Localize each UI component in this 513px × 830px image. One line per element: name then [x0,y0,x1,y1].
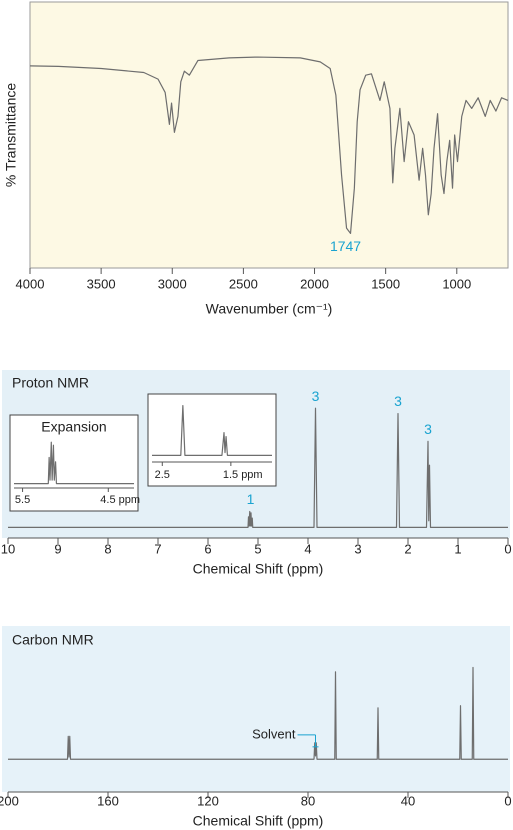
inset-box [9,414,139,512]
x-tick-label: 5.5 [15,494,30,506]
x-tick-label: 5 [254,541,261,556]
spectrum-line [14,441,134,485]
x-axis-label: Chemical Shift (ppm) [193,561,324,577]
x-axis-label: Chemical Shift (ppm) [193,813,324,829]
panel-title: Proton NMR [12,375,89,391]
x-tick-label: 4.5 ppm [100,494,140,506]
x-axis-label: Wavenumber (cm⁻¹) [206,301,333,317]
x-tick-label: 10 [1,541,15,556]
panel-title: Expansion [41,419,106,435]
x-tick-label: 4 [304,541,311,556]
x-tick-label: 120 [197,793,219,808]
x-tick-label: 2000 [300,276,329,291]
spectrum-line [152,404,272,456]
x-tick-label: 1 [454,541,461,556]
spectrum-line [29,56,509,235]
x-tick-label: 80 [301,793,315,808]
integration-label: 3 [424,421,432,437]
x-tick-label: 0 [504,793,511,808]
ir-panel [29,1,509,269]
x-tick-label: 1000 [442,276,471,291]
panel-title: Carbon NMR [12,632,94,648]
x-tick-label: 160 [97,793,119,808]
x-tick-label: 8 [104,541,111,556]
x-tick-label: 7 [154,541,161,556]
spectrum-line [8,407,508,529]
solvent-label: Solvent [252,726,296,741]
x-tick-label: 3500 [87,276,116,291]
integration-label: 3 [312,388,320,404]
x-tick-label: 2 [404,541,411,556]
x-tick-label: 1.5 ppm [223,469,263,481]
x-tick-label: 200 [0,793,19,808]
x-tick-label: 2.5 [155,469,170,481]
x-tick-label: 40 [401,793,415,808]
inset-box [147,393,277,487]
x-tick-label: 9 [54,541,61,556]
x-tick-label: 0 [504,541,511,556]
spectrum-line [8,666,508,760]
peak-label: 1747 [330,238,361,254]
x-tick-label: 4000 [16,276,45,291]
x-tick-label: 1500 [371,276,400,291]
x-tick-label: 3000 [158,276,187,291]
integration-label: 1 [247,491,255,507]
y-axis-label: % Transmittance [3,83,19,187]
integration-label: 3 [394,393,402,409]
x-tick-label: 3 [354,541,361,556]
x-tick-label: 2500 [229,276,258,291]
x-tick-label: 6 [204,541,211,556]
carbon-panel [2,626,510,792]
